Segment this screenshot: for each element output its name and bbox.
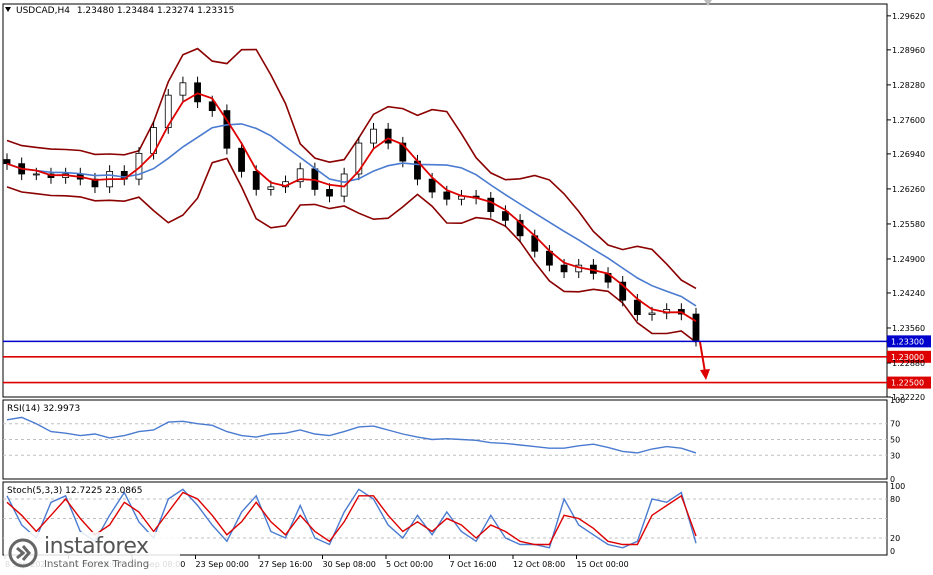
price-tick-label: 1.23560 (892, 324, 925, 333)
price-tick-label: 1.28960 (892, 46, 925, 55)
candle-body (399, 142, 407, 162)
price-tick-label: 1.26940 (892, 150, 925, 159)
stoch-signal-line (6, 491, 697, 546)
time-tick-label: 23 Sep 00:00 (196, 560, 249, 569)
candle-body (516, 219, 524, 237)
level-price-label: 1.23300 (891, 337, 924, 346)
candle-body (208, 101, 216, 112)
down-arrow-icon (699, 341, 710, 380)
candle-body (296, 168, 304, 183)
candle-body (633, 299, 641, 315)
time-tick-label: 27 Sep 16:00 (259, 560, 312, 569)
candle-body (267, 186, 275, 190)
candle-body (164, 94, 172, 129)
candle-body (384, 128, 392, 144)
candle-body (692, 313, 700, 341)
watermark-brand: instaforex (44, 534, 149, 559)
candle-body (326, 189, 333, 197)
price-tick-label: 1.27600 (892, 116, 925, 125)
candle-body (428, 178, 436, 193)
candle-body (502, 211, 509, 221)
watermark-logo: instaforex Instant Forex Trading (4, 532, 180, 574)
level-price-label: 1.22500 (891, 379, 924, 388)
rsi-tick-label: 70 (890, 420, 900, 429)
price-tick-label: 1.22880 (892, 359, 925, 368)
price-tick-label: 1.25580 (892, 220, 925, 229)
candle-body (223, 110, 231, 149)
candle-body (3, 159, 11, 165)
candle-body (355, 142, 363, 175)
stoch-tick-label: 0 (890, 547, 895, 556)
candle-body (648, 312, 656, 315)
candle-body (252, 170, 260, 190)
price-tick-label: 1.26260 (892, 185, 925, 194)
candle-body (340, 173, 348, 197)
stoch-tick-label: 100 (890, 482, 905, 491)
candle-body (238, 147, 245, 172)
instaforex-logo-icon (8, 538, 38, 568)
rsi-tick-label: 30 (890, 451, 900, 460)
candle-body (560, 264, 568, 273)
rsi-indicator: 100 70 50 30 0 (3, 396, 905, 484)
rsi-panel[interactable] (2, 399, 888, 480)
chart-shift-icon[interactable] (704, 0, 712, 6)
moving-averages (6, 92, 697, 323)
dropdown-triangle-icon[interactable] (5, 7, 11, 12)
candle-body (32, 173, 40, 176)
candle-body (179, 82, 187, 96)
level-price-tag (887, 350, 931, 363)
price-tick-label: 1.24240 (892, 289, 925, 298)
price-tick-label: 1.22220 (892, 393, 925, 402)
bollinger-upper-line (6, 47, 697, 290)
candle-body (194, 82, 201, 103)
stoch-main-line (6, 488, 697, 549)
level-price-tag (887, 335, 931, 348)
chart-title: USDCAD,H4 1.23480 1.23484 1.23274 1.2331… (16, 6, 234, 16)
ma-fast-line (6, 92, 697, 323)
price-tick-label: 1.24900 (892, 255, 925, 264)
time-tick-label: 15 Oct 00:00 (577, 560, 629, 569)
price-tick-label: 1.28280 (892, 81, 925, 90)
level-price-label: 1.23000 (891, 353, 924, 362)
rsi-title: RSI(14) 32.9973 (7, 404, 80, 414)
watermark-tagline: Instant Forex Trading (44, 559, 150, 570)
ma-slow-line (6, 123, 697, 307)
time-tick-label: 5 Oct 00:00 (386, 560, 433, 569)
time-tick-label: 7 Oct 16:00 (450, 560, 497, 569)
rsi-tick-label: 100 (890, 396, 905, 405)
bollinger-lower-line (6, 157, 697, 343)
stoch-tick-label: 80 (890, 495, 900, 504)
support-levels: 1.23300 1.23000 1.22500 (3, 335, 931, 389)
candle-body (443, 191, 451, 200)
stoch-tick-label: 20 (890, 534, 900, 543)
time-tick-label: 30 Sep 08:00 (323, 560, 376, 569)
level-price-tag (887, 376, 931, 389)
rsi-tick-label: 0 (890, 475, 895, 484)
bollinger-bands (6, 47, 697, 343)
price-panel[interactable] (2, 3, 888, 398)
time-tick-label: 12 Oct 08:00 (513, 560, 565, 569)
candle-body (619, 281, 627, 301)
candle-body (370, 128, 377, 144)
candle-body (487, 197, 495, 212)
stochastic-indicator: 100 80 20 0 (3, 482, 905, 556)
price-tick-label: 1.29620 (892, 12, 925, 21)
rsi-line (6, 416, 697, 454)
rsi-tick-label: 50 (890, 436, 900, 445)
price-axis: 1.29620 1.28960 1.28280 1.27600 1.26940 1.262… (887, 12, 925, 402)
stoch-title: Stoch(5,3,3) 12.7225 23.0865 (7, 486, 142, 496)
